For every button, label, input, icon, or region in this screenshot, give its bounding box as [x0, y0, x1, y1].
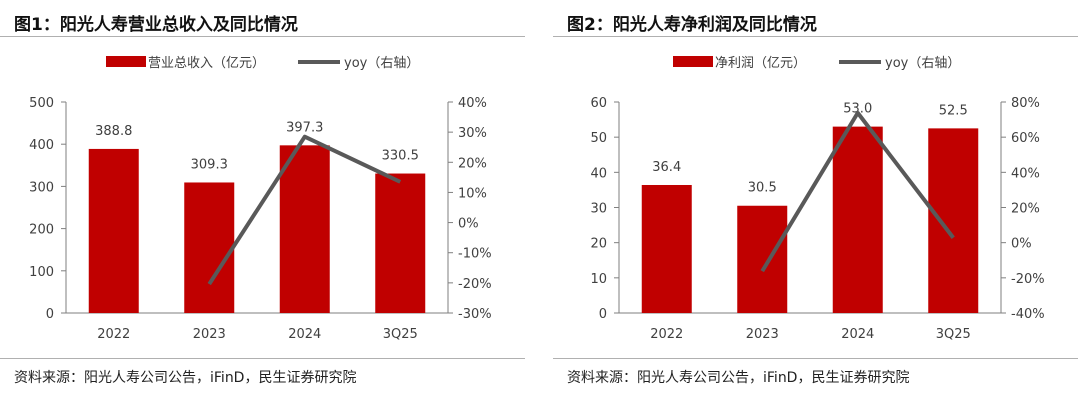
chart-panel-revenue: 图1：阳光人寿营业总收入及同比情况 营业总收入（亿元） yoy（右轴） 0 100 20… — [0, 0, 525, 401]
left-axis-tick-label: 20 — [590, 237, 607, 252]
right-axis-tick-label: -20% — [458, 277, 492, 292]
bar-data-label: 330.5 — [382, 149, 419, 164]
chart-title: 图1：阳光人寿营业总收入及同比情况 — [14, 15, 298, 35]
right-axis-tick-label: 20% — [1011, 202, 1040, 217]
x-axis-tick-label: 2022 — [650, 327, 683, 342]
left-axis-tick-label: 60 — [590, 96, 607, 111]
right-axis-tick-label: 40% — [1011, 166, 1040, 181]
title-divider — [553, 36, 1078, 37]
left-axis-tick-label: 100 — [29, 265, 54, 280]
bar-3Q25 — [375, 173, 426, 313]
x-axis-tick-label: 2023 — [193, 327, 226, 342]
bar-2023 — [737, 205, 788, 313]
legend-bar-label: 营业总收入（亿元） — [148, 56, 265, 71]
source-note: 资料来源：阳光人寿公司公告，iFinD，民生证券研究院 — [567, 370, 910, 386]
x-axis-tick-label: 3Q25 — [936, 327, 971, 342]
chart-title: 图2：阳光人寿净利润及同比情况 — [567, 15, 817, 35]
right-axis-tick-label: 30% — [458, 126, 487, 141]
right-axis-tick-label: 40% — [458, 96, 487, 111]
left-axis-tick-label: 400 — [29, 138, 54, 153]
bar-2022 — [88, 148, 139, 313]
right-axis-tick-label: 60% — [1011, 131, 1040, 146]
legend-bar-label: 净利润（亿元） — [715, 56, 806, 71]
bar-data-label: 53.0 — [843, 102, 872, 117]
left-axis-tick-label: 50 — [590, 131, 607, 146]
x-axis-tick-label: 2022 — [97, 327, 130, 342]
source-divider — [0, 358, 525, 359]
bar-data-label: 36.4 — [652, 160, 681, 175]
left-axis-tick-label: 40 — [590, 166, 607, 181]
right-axis-tick-label: -10% — [458, 247, 492, 262]
legend-bar-swatch — [673, 56, 713, 67]
bar-3Q25 — [928, 128, 979, 313]
x-axis-tick-label: 3Q25 — [383, 327, 418, 342]
right-axis-tick-label: -20% — [1011, 272, 1045, 287]
right-axis-tick-label: -40% — [1011, 307, 1045, 322]
left-axis-tick-label: 200 — [29, 223, 54, 238]
bar-2023 — [184, 182, 235, 313]
bar-data-label: 397.3 — [286, 120, 323, 135]
bar-2024 — [832, 126, 883, 313]
title-divider — [0, 36, 525, 37]
legend-line-label: yoy（右轴） — [344, 56, 419, 71]
right-axis-tick-label: 80% — [1011, 96, 1040, 111]
bar-2022 — [641, 184, 692, 313]
chart-panel-net-profit: 图2：阳光人寿净利润及同比情况 净利润（亿元） yoy（右轴） 0 10 20 30 40 5… — [553, 0, 1078, 401]
x-axis-tick-label: 2024 — [288, 327, 321, 342]
right-axis-tick-label: 0% — [1011, 237, 1032, 252]
revenue-chart: 营业总收入（亿元） yoy（右轴） 0 100 200 300 400 500 -30% -20%… — [29, 56, 492, 342]
left-axis-tick-label: 0 — [599, 307, 607, 322]
bar-data-label: 309.3 — [191, 157, 228, 172]
right-axis-tick-label: 0% — [458, 217, 479, 232]
bar-2024 — [279, 145, 330, 313]
source-note: 资料来源：阳光人寿公司公告，iFinD，民生证券研究院 — [14, 370, 357, 386]
bar-data-label: 52.5 — [939, 103, 968, 118]
left-axis-tick-label: 0 — [46, 307, 54, 322]
net-profit-chart: 净利润（亿元） yoy（右轴） 0 10 20 30 40 50 60 -40% -20% 0% 20%… — [590, 56, 1045, 342]
source-divider — [553, 358, 1078, 359]
left-axis-tick-label: 500 — [29, 96, 54, 111]
bar-data-label: 388.8 — [95, 124, 132, 139]
right-axis-tick-label: 10% — [458, 186, 487, 201]
bar-data-label: 30.5 — [748, 181, 777, 196]
left-axis-tick-label: 10 — [590, 272, 607, 287]
left-axis-tick-label: 30 — [590, 202, 607, 217]
x-axis-tick-label: 2023 — [746, 327, 779, 342]
left-axis-tick-label: 300 — [29, 180, 54, 195]
x-axis-tick-label: 2024 — [841, 327, 874, 342]
legend-bar-swatch — [106, 56, 146, 67]
legend-line-label: yoy（右轴） — [885, 56, 960, 71]
right-axis-tick-label: -30% — [458, 307, 492, 322]
right-axis-tick-label: 20% — [458, 156, 487, 171]
